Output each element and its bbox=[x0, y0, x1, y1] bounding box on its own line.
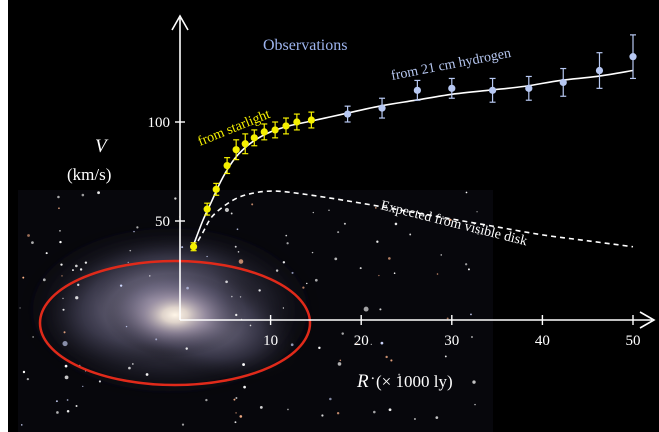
x-tick-label: 30 bbox=[444, 333, 459, 349]
starlight-point bbox=[260, 123, 268, 141]
x-axis-label: R (× 1000 ly) bbox=[356, 371, 453, 392]
galaxy-core-ellipse bbox=[38, 259, 312, 387]
chart-title: Observations bbox=[263, 37, 347, 54]
starlight-point bbox=[223, 157, 231, 175]
fit-curve bbox=[192, 69, 634, 246]
starlight-point bbox=[293, 113, 301, 131]
y-axis-arrow bbox=[171, 14, 189, 31]
y-tick-label: 100 bbox=[148, 115, 171, 131]
starlight-point bbox=[241, 133, 249, 155]
y-axis-unit: (km/s) bbox=[67, 165, 111, 184]
y-tick-label: 50 bbox=[155, 214, 170, 230]
starlight-point bbox=[203, 202, 211, 216]
x-axis-variable: R bbox=[356, 371, 369, 392]
axis-ticks: 10 20 30 40 50 50 100 bbox=[148, 115, 641, 349]
y-axis-variable: V bbox=[95, 136, 109, 157]
hydrogen-point bbox=[448, 77, 456, 99]
data-points bbox=[189, 34, 637, 252]
x-tick-label: 10 bbox=[263, 333, 278, 349]
x-axis-unit: (× 1000 ly) bbox=[376, 372, 453, 391]
hydrogen-point bbox=[344, 105, 352, 123]
starlight-point bbox=[232, 139, 240, 161]
hydrogen-point bbox=[378, 97, 386, 119]
starlight-point bbox=[250, 129, 258, 147]
axes bbox=[171, 14, 656, 329]
x-tick-label: 20 bbox=[354, 333, 369, 349]
x-axis-arrow bbox=[639, 311, 656, 329]
x-tick-label: 50 bbox=[626, 333, 641, 349]
starlight-point bbox=[189, 242, 198, 252]
expected-curve bbox=[192, 190, 634, 250]
hydrogen-point bbox=[488, 77, 497, 103]
hydrogen-point bbox=[595, 52, 604, 89]
hydrogen-point bbox=[559, 67, 567, 97]
starlight-point bbox=[271, 121, 279, 139]
y-axis-label: V (km/s) bbox=[67, 136, 111, 184]
starlight-point bbox=[282, 117, 290, 135]
starlight-point bbox=[307, 111, 315, 129]
hydrogen-point bbox=[413, 79, 421, 101]
hydrogen-point bbox=[629, 34, 637, 80]
left-margin bbox=[0, 0, 8, 432]
x-tick-label: 40 bbox=[535, 333, 550, 349]
hydrogen-point bbox=[525, 75, 533, 101]
galaxy-image bbox=[10, 190, 493, 432]
starlight-point bbox=[212, 182, 220, 196]
